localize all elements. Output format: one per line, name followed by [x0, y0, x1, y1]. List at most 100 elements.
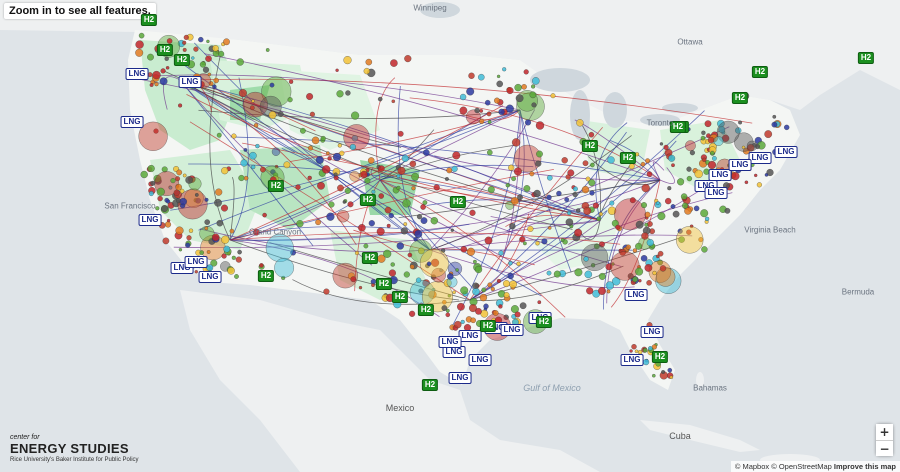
plant-marker	[223, 245, 231, 253]
plant-marker	[503, 292, 510, 298]
plant-marker	[612, 277, 621, 286]
h2-facility-marker[interactable]: H2	[669, 121, 687, 133]
h2-facility-marker[interactable]: H2	[857, 52, 875, 64]
lng-terminal-marker[interactable]: LNG	[704, 187, 728, 199]
h2-facility-marker[interactable]: H2	[173, 54, 191, 66]
plant-marker	[523, 185, 531, 192]
lng-terminal-marker[interactable]: LNG	[774, 146, 798, 158]
lng-terminal-marker[interactable]: LNG	[624, 289, 648, 301]
h2-facility-marker[interactable]: H2	[581, 140, 599, 152]
h2-facility-marker[interactable]: H2	[267, 180, 285, 192]
plant-marker	[680, 193, 688, 200]
plant-marker	[238, 89, 247, 98]
h2-facility-marker[interactable]: H2	[449, 196, 467, 208]
h2-facility-marker[interactable]: H2	[535, 316, 553, 328]
h2-facility-marker[interactable]: H2	[359, 194, 377, 206]
h2-facility-marker[interactable]: H2	[156, 44, 174, 56]
plant-marker	[524, 119, 532, 126]
lng-terminal-marker[interactable]: LNG	[458, 330, 482, 342]
h2-facility-marker[interactable]: H2	[731, 92, 749, 104]
h2-facility-marker[interactable]: H2	[391, 291, 409, 303]
plant-marker	[651, 344, 657, 350]
improve-map-link[interactable]: Improve this map	[833, 462, 896, 471]
plant-marker	[253, 123, 259, 128]
lng-terminal-marker[interactable]: LNG	[640, 326, 664, 338]
lng-terminal-marker[interactable]: LNG	[138, 214, 162, 226]
pipeline	[290, 109, 521, 162]
plant-marker	[466, 87, 475, 96]
h2-facility-marker[interactable]: H2	[361, 252, 379, 264]
lng-terminal-marker[interactable]: LNG	[198, 271, 222, 283]
plant-marker	[390, 262, 395, 267]
lng-terminal-marker[interactable]: LNG	[448, 372, 472, 384]
h2-facility-marker[interactable]: H2	[619, 152, 637, 164]
h2-facility-marker[interactable]: H2	[421, 379, 439, 391]
lng-terminal-marker[interactable]: LNG	[468, 354, 492, 366]
lng-terminal-marker[interactable]: LNG	[125, 68, 149, 80]
plant-marker	[517, 194, 523, 201]
plant-marker	[194, 270, 198, 274]
plant-marker	[672, 210, 680, 218]
ces-logo: center for ENERGY STUDIES Rice Universit…	[10, 434, 139, 464]
plant-marker	[206, 39, 210, 44]
plant-marker	[152, 70, 161, 80]
h2-facility-marker[interactable]: H2	[375, 278, 393, 290]
plant-marker	[216, 219, 224, 227]
plant-marker	[716, 120, 740, 144]
plant-marker	[150, 180, 156, 186]
plant-marker	[326, 212, 335, 221]
plant-marker	[259, 263, 264, 268]
pipeline	[282, 179, 381, 227]
h2-facility-marker[interactable]: H2	[257, 270, 275, 282]
h2-facility-marker[interactable]: H2	[479, 320, 497, 332]
plant-marker	[486, 111, 492, 117]
h2-facility-marker[interactable]: H2	[417, 304, 435, 316]
plant-marker	[403, 222, 408, 226]
pipeline	[186, 94, 601, 221]
plant-marker	[227, 267, 235, 275]
lng-terminal-marker[interactable]: LNG	[184, 256, 208, 268]
h2-facility-marker[interactable]: H2	[140, 14, 158, 26]
plant-marker	[447, 294, 451, 298]
lng-terminal-marker[interactable]: LNG	[178, 76, 202, 88]
plant-marker	[265, 48, 270, 52]
plant-marker	[423, 149, 430, 156]
h2-facility-marker[interactable]: H2	[751, 66, 769, 78]
lng-terminal-marker[interactable]: LNG	[438, 336, 462, 348]
plant-marker	[409, 160, 417, 168]
plant-marker	[396, 174, 401, 178]
plant-marker	[701, 130, 706, 135]
plant-marker	[413, 237, 418, 242]
plant-marker	[347, 201, 354, 208]
plant-marker	[281, 275, 286, 280]
plant-marker	[269, 82, 275, 88]
plant-marker	[657, 250, 664, 257]
plant-marker	[327, 156, 332, 161]
plant-marker	[483, 303, 489, 309]
plant-marker	[581, 185, 590, 194]
lng-terminal-marker[interactable]: LNG	[708, 169, 732, 181]
plant-marker	[686, 166, 692, 172]
plant-marker	[707, 160, 717, 170]
plant-marker	[215, 188, 223, 196]
h2-facility-marker[interactable]: H2	[651, 351, 669, 363]
lng-terminal-marker[interactable]: LNG	[120, 116, 144, 128]
plant-marker	[553, 270, 561, 278]
zoom-in-button[interactable]: +	[876, 424, 893, 440]
mapbox-link[interactable]: © Mapbox	[734, 462, 770, 471]
plant-marker	[590, 263, 596, 268]
lng-terminal-marker[interactable]: LNG	[500, 324, 524, 336]
lng-terminal-marker[interactable]: LNG	[620, 354, 644, 366]
place-toronto: Toronto	[646, 118, 674, 128]
plant-marker	[397, 130, 404, 137]
lng-terminal-marker[interactable]: LNG	[748, 152, 772, 164]
plant-marker	[243, 148, 248, 152]
lng-terminal-marker[interactable]: LNG	[728, 159, 752, 171]
plant-marker	[494, 97, 500, 104]
plant-marker	[154, 82, 159, 87]
zoom-out-button[interactable]: −	[876, 440, 893, 456]
osm-link[interactable]: © OpenStreetMap	[771, 462, 832, 471]
plant-marker	[589, 190, 595, 196]
pipeline	[490, 216, 601, 225]
